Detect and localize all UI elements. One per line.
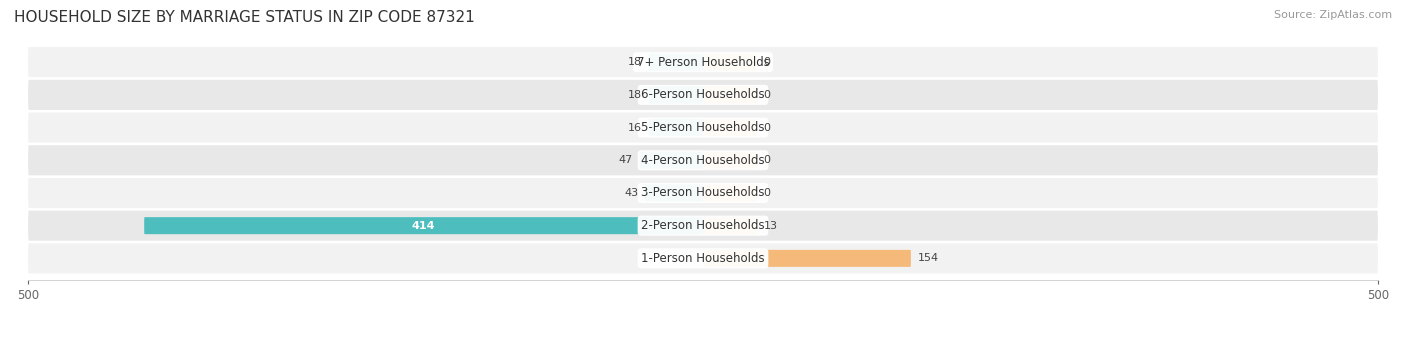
Text: 13: 13 [763, 221, 778, 231]
FancyBboxPatch shape [703, 119, 756, 136]
Text: 0: 0 [763, 155, 770, 165]
FancyBboxPatch shape [28, 113, 1378, 143]
FancyBboxPatch shape [650, 119, 703, 136]
Text: 18: 18 [628, 90, 643, 100]
Text: 16: 16 [628, 122, 643, 133]
Text: 4-Person Households: 4-Person Households [641, 154, 765, 167]
Text: 2-Person Households: 2-Person Households [641, 219, 765, 232]
Text: 6-Person Households: 6-Person Households [641, 88, 765, 101]
Text: 154: 154 [918, 253, 939, 263]
FancyBboxPatch shape [145, 217, 703, 234]
FancyBboxPatch shape [28, 178, 1378, 208]
Text: 0: 0 [763, 188, 770, 198]
Text: 5-Person Households: 5-Person Households [641, 121, 765, 134]
FancyBboxPatch shape [703, 184, 756, 202]
FancyBboxPatch shape [703, 217, 756, 234]
Text: 43: 43 [624, 188, 638, 198]
FancyBboxPatch shape [28, 211, 1378, 241]
FancyBboxPatch shape [703, 152, 756, 169]
Text: 0: 0 [763, 90, 770, 100]
Text: 3-Person Households: 3-Person Households [641, 187, 765, 199]
Text: 0: 0 [763, 57, 770, 67]
FancyBboxPatch shape [703, 250, 911, 267]
FancyBboxPatch shape [28, 145, 1378, 175]
FancyBboxPatch shape [640, 152, 703, 169]
FancyBboxPatch shape [703, 54, 756, 71]
Text: HOUSEHOLD SIZE BY MARRIAGE STATUS IN ZIP CODE 87321: HOUSEHOLD SIZE BY MARRIAGE STATUS IN ZIP… [14, 10, 475, 25]
FancyBboxPatch shape [650, 54, 703, 71]
Text: 0: 0 [763, 122, 770, 133]
FancyBboxPatch shape [645, 184, 703, 202]
Text: Source: ZipAtlas.com: Source: ZipAtlas.com [1274, 10, 1392, 20]
Text: 7+ Person Households: 7+ Person Households [637, 56, 769, 69]
FancyBboxPatch shape [28, 80, 1378, 110]
FancyBboxPatch shape [703, 86, 756, 103]
Text: 18: 18 [628, 57, 643, 67]
FancyBboxPatch shape [650, 86, 703, 103]
FancyBboxPatch shape [28, 243, 1378, 273]
FancyBboxPatch shape [28, 47, 1378, 77]
Text: 1-Person Households: 1-Person Households [641, 252, 765, 265]
Text: 47: 47 [619, 155, 633, 165]
Text: 414: 414 [412, 221, 436, 231]
